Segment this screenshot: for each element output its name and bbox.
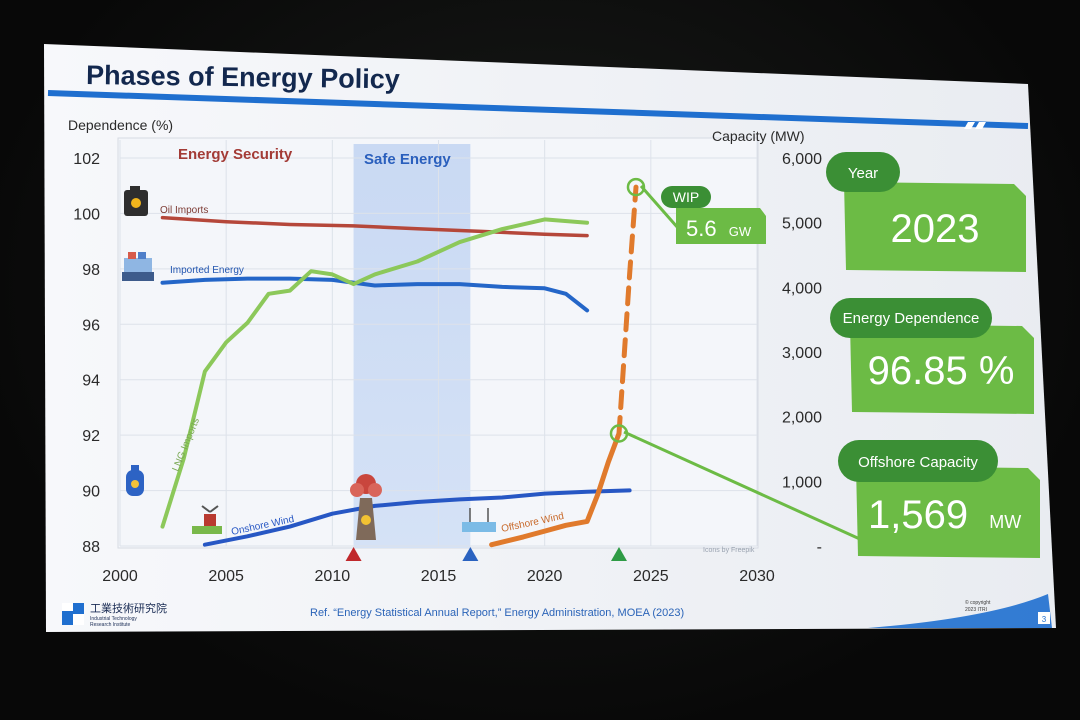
y-axis-title-left: Dependence (%) (68, 117, 173, 133)
series-line-wip (616, 184, 639, 436)
series-label-imported-energy: Imported Energy (170, 265, 244, 276)
series-layer (160, 184, 639, 548)
x-tick-label: 2015 (421, 568, 457, 585)
itri-logo (62, 603, 84, 625)
wip-value-box: 5.6 GW (676, 208, 766, 244)
logo-chinese-name: 工業技術研究院 (90, 601, 167, 615)
page-number: 3 (1042, 615, 1047, 624)
y-tick-label-right: - (817, 539, 822, 556)
logo-english-name-2: Research Institute (90, 622, 131, 628)
y-tick-label-right: 2,000 (782, 410, 822, 427)
year-label: Year (848, 165, 878, 182)
timeline-marker-offshore-wind (462, 547, 479, 561)
timeline-marker-nuclear (345, 547, 362, 561)
year-value: 2023 (891, 207, 980, 251)
y-axis-title-right: Capacity (MW) (712, 128, 805, 144)
cargo-ship-icon (122, 252, 154, 281)
reference-citation: Ref. “Energy Statistical Annual Report,”… (310, 607, 684, 619)
wip-value: 5.6 GW (686, 216, 752, 241)
x-tick-label: 2030 (739, 568, 775, 585)
series-line-lng-imports (160, 217, 590, 529)
gas-cylinder-icon (126, 465, 144, 496)
series-line-oil-imports (160, 215, 589, 238)
offshore-capacity-panel: Offshore Capacity 1,569 MW (838, 440, 1040, 558)
offshore-turbine-icon (462, 508, 496, 532)
phase-label-energy-security: Energy Security (178, 146, 293, 163)
series-label-oil-imports: Oil Imports (160, 205, 208, 216)
footer-swoosh (868, 594, 1052, 628)
x-axis-ticks: 2000 2005 2010 2015 2020 2025 2030 (102, 568, 775, 585)
slide-title: Phases of Energy Policy (86, 60, 400, 94)
y-tick-label-left: 92 (82, 428, 100, 445)
series-line-onshore-wind (202, 488, 632, 547)
year-panel: Year 2023 (826, 152, 1026, 272)
oil-barrel-icon (124, 186, 148, 216)
series-line-offshore-wind (489, 431, 622, 548)
y-tick-label-left: 98 (82, 262, 100, 279)
offshore-capacity-label: Offshore Capacity (858, 454, 978, 471)
chart-grid (119, 140, 758, 547)
series-line-imported-energy (160, 276, 590, 313)
copyright-line-2: 2023 ITRI (965, 607, 987, 613)
copyright-line-1: © copyright (965, 599, 991, 606)
y-axis-ticks-left: 88 90 92 94 96 98 100 102 (73, 151, 100, 556)
title-rule-end (964, 122, 986, 129)
y-tick-label-left: 96 (82, 317, 100, 334)
y-tick-label-left: 100 (73, 206, 100, 223)
y-tick-label-right: 3,000 (782, 345, 822, 362)
x-tick-label: 2010 (315, 568, 351, 585)
timeline-marker-current (610, 547, 627, 561)
x-tick-label: 2005 (208, 568, 244, 585)
y-tick-label-right: 4,000 (782, 280, 822, 297)
logo-english-name-1: Industrial Technology (90, 616, 137, 622)
x-tick-label: 2025 (633, 568, 669, 585)
phase-label-safe-energy: Safe Energy (364, 151, 451, 168)
y-tick-label-right: 1,000 (782, 474, 822, 491)
y-tick-label-left: 88 (82, 539, 100, 556)
wip-badge-label: WIP (673, 189, 699, 205)
offshore-capacity-value: 1,569 MW (868, 493, 1021, 537)
y-tick-label-left: 102 (73, 151, 100, 168)
y-tick-label-left: 90 (82, 484, 100, 501)
y-axis-ticks-right: - 1,000 2,000 3,000 4,000 5,000 6,000 (782, 151, 822, 556)
energy-dependence-value: 96.85 % (868, 349, 1015, 393)
icons-credit: Icons by Freepik (703, 547, 755, 554)
y-tick-label-right: 6,000 (782, 151, 822, 168)
y-tick-label-right: 5,000 (782, 216, 822, 233)
energy-dependence-label: Energy Dependence (843, 310, 980, 327)
x-tick-label: 2020 (527, 568, 563, 585)
capacity-leader-line (623, 430, 863, 542)
wip-capacity-point (626, 177, 646, 197)
nuclear-plant-icon (350, 474, 382, 540)
wip-badge: WIP (661, 186, 711, 208)
windmill-house-icon (192, 505, 222, 534)
title-rule (47, 90, 1029, 129)
page-number-box (1038, 612, 1050, 624)
energy-dependence-panel: Energy Dependence 96.85 % (830, 298, 1034, 414)
x-tick-label: 2000 (102, 568, 138, 585)
y-tick-label-left: 94 (82, 373, 100, 390)
